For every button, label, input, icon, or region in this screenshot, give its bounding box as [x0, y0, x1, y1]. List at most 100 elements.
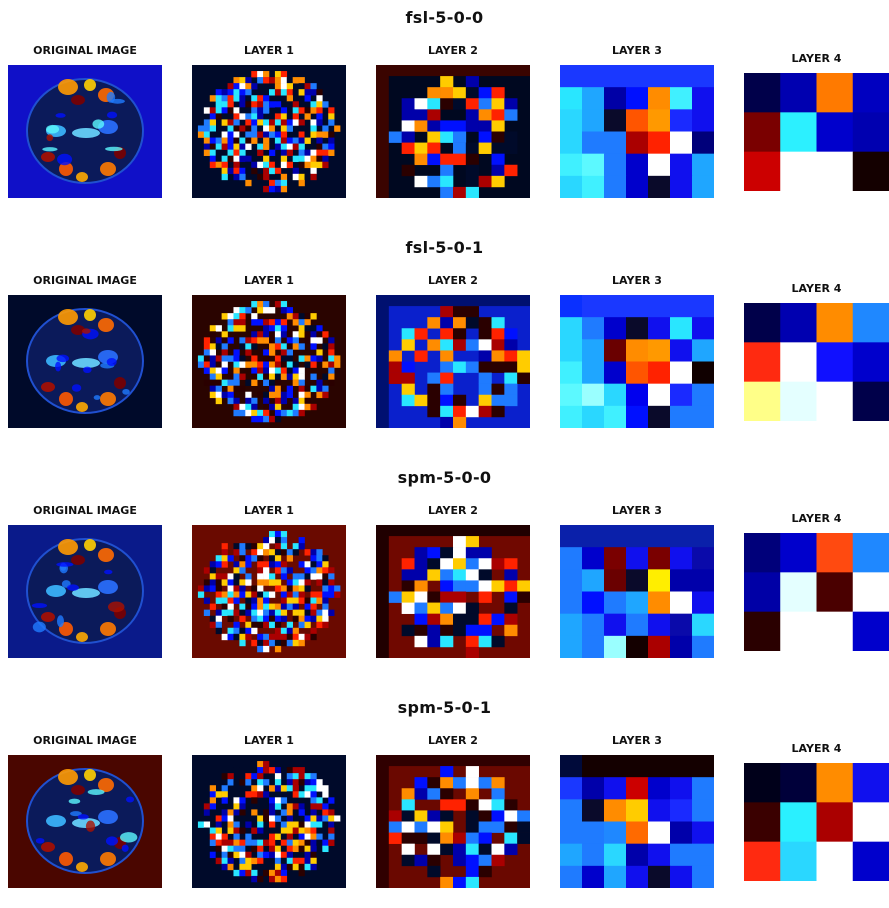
activation-cell: [582, 591, 605, 615]
activation-map: [192, 295, 346, 428]
activation-cell: [780, 611, 817, 651]
activation-cell: [692, 547, 714, 570]
activation-cell: [560, 339, 583, 362]
activation-cell: [648, 65, 671, 88]
activation-cell: [582, 799, 605, 822]
activation-cell: [626, 175, 649, 198]
activation-cell: [626, 569, 649, 592]
activation-cell: [670, 361, 693, 385]
activation-cell: [692, 295, 714, 318]
activation-cell: [582, 777, 605, 800]
activation-cell: [648, 295, 671, 318]
figure: { "rows": [ { "title": "fsl-5-0-0", "pan…: [0, 8, 889, 888]
activation-cell: [692, 591, 714, 615]
activation-cell: [604, 525, 627, 548]
activation-cell: [604, 131, 627, 155]
activation-cell: [582, 635, 605, 658]
activation-svg: [744, 533, 889, 651]
activation-svg: [376, 525, 530, 658]
activation-cell: [780, 342, 817, 383]
activation-cell: [816, 802, 854, 843]
activation-cell: [648, 525, 671, 548]
activation-cell: [648, 635, 671, 658]
activation-cell: [560, 799, 583, 822]
activation-cell: [560, 175, 583, 198]
activation-map: [560, 755, 714, 888]
activation-cell: [852, 841, 889, 881]
activation-cell: [626, 525, 649, 548]
activation-cell: [582, 295, 605, 318]
activation-cell: [780, 112, 817, 153]
activation-cell: [560, 777, 583, 800]
activation-cell: [648, 109, 671, 132]
brain-scan-image: [8, 525, 162, 658]
row-spm-5-0-1: spm-5-0-1 ORIGINAL IMAGE LAYER 1 LAYER 2 LAY…: [0, 698, 889, 908]
activation-cell: [626, 295, 649, 318]
activation-cell: [604, 843, 627, 867]
activation-cell: [626, 405, 649, 428]
activation-cell: [582, 525, 605, 548]
activation-cell: [560, 109, 583, 132]
activation-cell: [604, 295, 627, 318]
activation-cell: [604, 547, 627, 570]
panel-label: LAYER 2: [428, 274, 478, 287]
activation-svg: [192, 295, 346, 428]
activation-cell: [852, 572, 889, 613]
activation-cell: [648, 153, 671, 177]
activation-cell: [648, 339, 671, 362]
activation-cell: [560, 131, 583, 155]
activation-cell: [670, 295, 693, 318]
activation-cell: [582, 153, 605, 177]
brain-scan-svg: [8, 525, 162, 658]
activation-cell: [744, 572, 781, 613]
layer-2-panel: LAYER 2: [376, 698, 530, 898]
activation-cell: [604, 361, 627, 385]
activation-map: [560, 525, 714, 658]
activation-cell: [670, 383, 693, 407]
activation-cell: [604, 635, 627, 658]
activation-svg: [744, 763, 889, 881]
activation-cell: [816, 763, 854, 803]
row-title: spm-5-0-0: [397, 468, 492, 487]
activation-map: [376, 65, 530, 198]
panel-label: LAYER 4: [791, 512, 842, 525]
activation-svg: [744, 73, 889, 191]
activation-cell: [648, 569, 671, 592]
original-image-panel: ORIGINAL IMAGE: [8, 468, 162, 668]
row-fsl-5-0-0: fsl-5-0-0 ORIGINAL IMAGE LAYER 1 LAYER 2 LAY…: [0, 8, 889, 218]
activation-cell: [780, 841, 817, 881]
activation-cell: [744, 342, 781, 383]
row-fsl-5-0-1: fsl-5-0-1 ORIGINAL IMAGE LAYER 1 LAYER 2 LAY…: [0, 238, 889, 448]
activation-cell: [692, 153, 714, 177]
layer-4-panel: LAYER 4: [744, 698, 889, 898]
activation-cell: [692, 635, 714, 658]
original-image-panel: ORIGINAL IMAGE: [8, 698, 162, 898]
activation-cell: [560, 405, 583, 428]
activation-cell: [648, 613, 671, 637]
activation-svg: [376, 295, 530, 428]
panel-label: LAYER 1: [244, 44, 294, 57]
activation-cell: [780, 572, 817, 613]
activation-svg: [560, 295, 714, 428]
activation-cell: [692, 613, 714, 637]
activation-svg: [192, 65, 346, 198]
activation-cell: [626, 799, 649, 822]
panel-label: LAYER 1: [244, 734, 294, 747]
activation-cell: [560, 547, 583, 570]
activation-cell: [582, 843, 605, 867]
activation-map: [192, 65, 346, 198]
layer-3-panel: LAYER 3: [560, 468, 714, 668]
activation-cell: [648, 591, 671, 615]
activation-cell: [816, 112, 854, 153]
activation-cell: [670, 821, 693, 845]
activation-cell: [604, 339, 627, 362]
activation-cell: [692, 799, 714, 822]
activation-cell: [852, 763, 889, 803]
activation-cell: [582, 569, 605, 592]
activation-cell: [816, 151, 854, 191]
activation-cell: [582, 405, 605, 428]
panel-label: ORIGINAL IMAGE: [33, 274, 137, 287]
activation-cell: [816, 303, 854, 343]
activation-cell: [852, 342, 889, 383]
activation-cell: [692, 821, 714, 845]
